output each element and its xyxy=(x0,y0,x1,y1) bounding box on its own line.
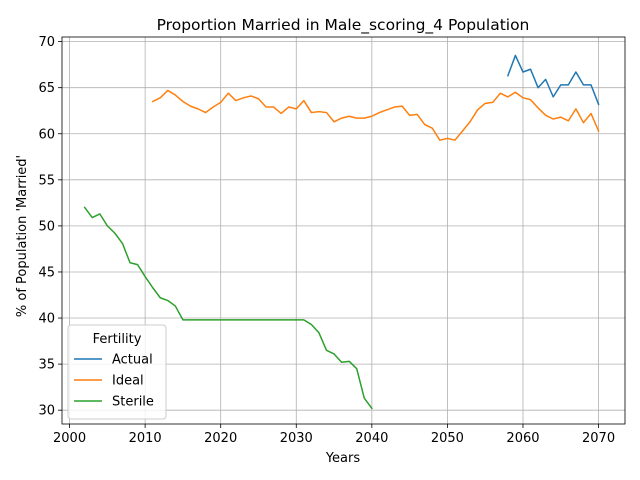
legend-label-actual: Actual xyxy=(112,353,153,368)
y-tick-label: 30 xyxy=(38,404,55,419)
plot-area-frame xyxy=(61,36,626,425)
x-axis-ticks: 2000 2010 2020 2030 2040 2050 2060 2070 xyxy=(53,424,615,446)
y-tick-label: 65 xyxy=(38,81,55,96)
x-tick-label: 2030 xyxy=(280,431,313,446)
legend-label-ideal: Ideal xyxy=(112,374,144,389)
x-tick-label: 2060 xyxy=(506,431,539,446)
series-line-ideal xyxy=(151,89,600,141)
x-tick-label: 2000 xyxy=(53,431,86,446)
y-axis-ticks: 30 35 40 45 50 55 60 65 70 xyxy=(38,35,62,419)
legend-title: Fertility xyxy=(93,332,142,347)
legend-box xyxy=(67,324,167,420)
legend-label-sterile: Sterile xyxy=(112,395,154,410)
x-tick-label: 2040 xyxy=(355,431,388,446)
series-line-sterile xyxy=(83,206,373,410)
x-tick-label: 2070 xyxy=(582,431,615,446)
y-tick-label: 50 xyxy=(38,219,55,234)
y-tick-label: 70 xyxy=(38,35,55,50)
chart-title: Proportion Married in Male_scoring_4 Pop… xyxy=(157,16,530,35)
x-axis-label: Years xyxy=(325,451,361,466)
y-axis-label: % of Population 'Married' xyxy=(15,155,30,317)
y-tick-label: 55 xyxy=(38,173,55,188)
y-tick-label: 60 xyxy=(38,127,55,142)
series-lines xyxy=(83,54,600,410)
x-tick-label: 2020 xyxy=(204,431,237,446)
y-tick-label: 40 xyxy=(38,312,55,327)
series-line-actual xyxy=(506,54,600,106)
y-tick-label: 35 xyxy=(38,358,55,373)
x-tick-label: 2050 xyxy=(431,431,464,446)
legend: Fertility Actual Ideal Sterile xyxy=(67,324,167,420)
legend-items: Actual Ideal Sterile xyxy=(74,353,154,410)
x-tick-label: 2010 xyxy=(129,431,162,446)
y-tick-label: 45 xyxy=(38,265,55,280)
